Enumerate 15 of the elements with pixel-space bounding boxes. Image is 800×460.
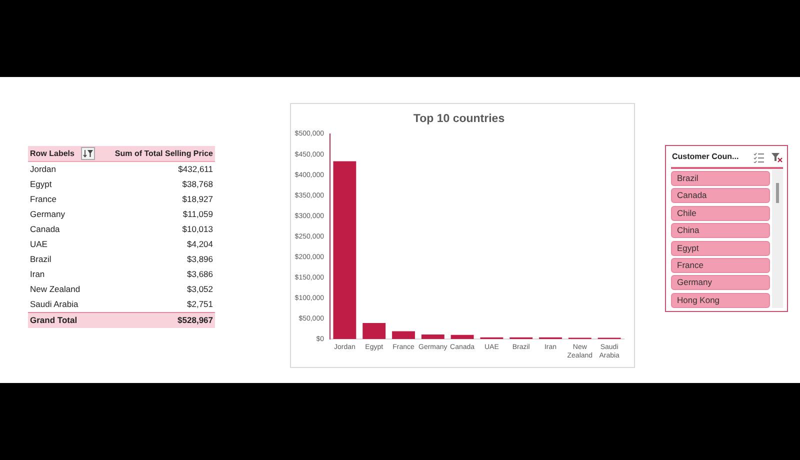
category-label: Chile [677,206,696,220]
bar [392,331,415,339]
bar [362,322,386,339]
category-label: Egypt [677,242,699,255]
category-label: Germany [677,276,712,290]
bar [450,334,474,339]
text: Customer Coun... [672,151,739,163]
bar [421,334,444,339]
category-label: China [677,224,700,238]
category-label: Brazil [677,172,698,185]
category-label: Hong Kong [677,294,720,307]
chart-title: Top 10 countries [413,113,505,126]
category-label: Canada [677,189,707,202]
bar [333,161,356,339]
category-label: France [677,259,704,272]
